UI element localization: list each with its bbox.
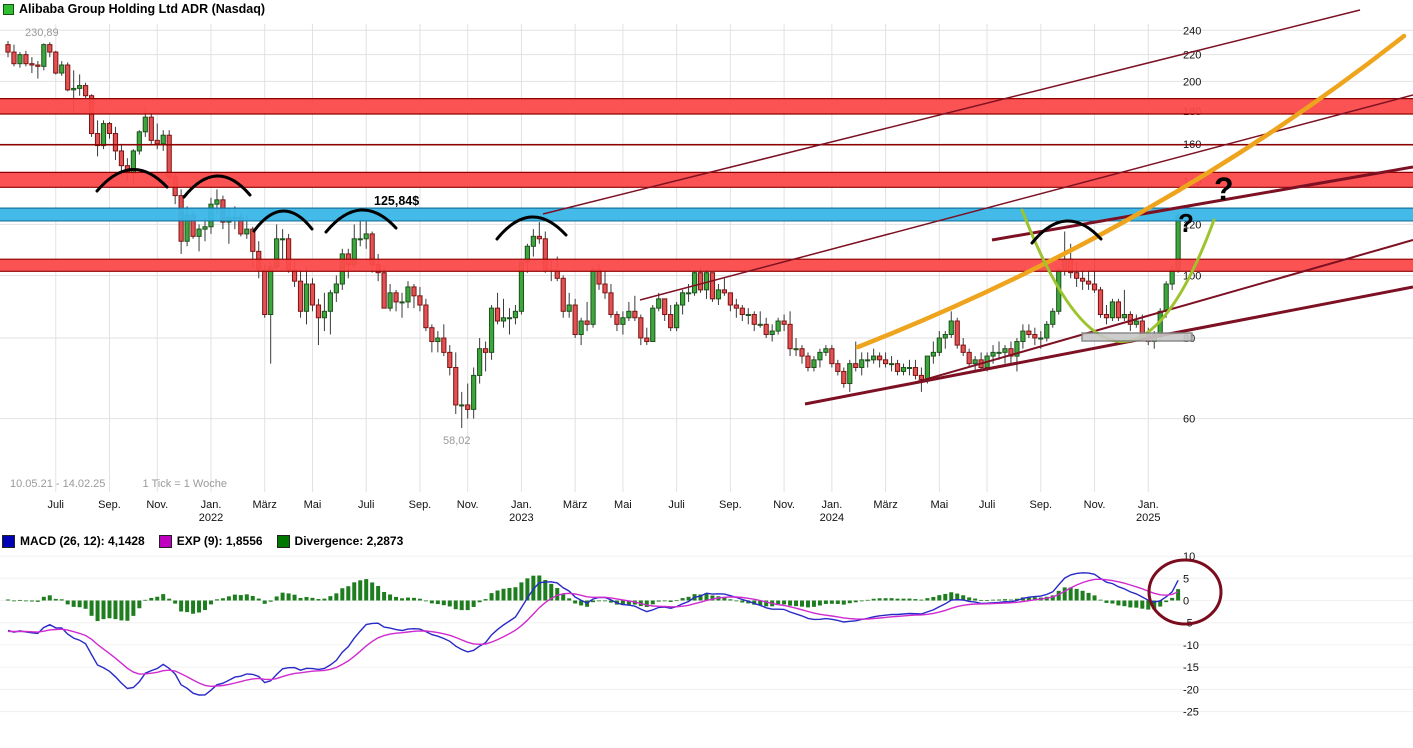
month-tick-label: Mai — [304, 499, 322, 511]
trend-lines — [542, 9, 1413, 406]
month-tick-label: Sep. — [409, 499, 432, 511]
macd-value-label: MACD (26, 12): 4,1428 — [20, 534, 145, 548]
year-tick-label: 2025 — [1136, 512, 1160, 524]
arc-annotation — [252, 209, 314, 233]
macd-axis-tick: -10 — [1183, 640, 1199, 652]
macd-legend-item: Divergence: 2,2873 — [276, 534, 404, 548]
price-grid — [0, 24, 1413, 492]
month-tick-label: Juli — [668, 499, 685, 511]
arc-annotation — [324, 208, 398, 234]
divergence-swatch — [276, 534, 290, 548]
arc-annotation — [1030, 219, 1103, 245]
tick-info-label: 1 Tick = 1 Woche — [142, 478, 227, 490]
month-tick-label: März — [873, 499, 897, 511]
instrument-icon — [3, 3, 14, 15]
price-axis-tick: 240 — [1183, 25, 1201, 37]
date-range-label: 10.05.21 - 14.02.25 — [10, 478, 106, 490]
month-tick-label: Juli — [48, 499, 65, 511]
price-point-label: 230,89 — [25, 27, 59, 39]
orange-trend-curve — [855, 33, 1407, 350]
candlesticks — [5, 40, 1181, 429]
arc-annotation — [182, 174, 252, 199]
month-tick-label: Sep. — [98, 499, 121, 511]
signal-line-swatch — [158, 534, 172, 548]
question-mark-annotation: ? — [1178, 208, 1194, 238]
macd-axis-tick: 0 — [1183, 596, 1189, 608]
month-tick-label: Juli — [358, 499, 375, 511]
macd-histogram — [6, 575, 1181, 622]
month-tick-label: Sep. — [1029, 499, 1052, 511]
year-tick-label: 2022 — [199, 512, 223, 524]
month-tick-label: Sep. — [719, 499, 742, 511]
price-levels — [0, 98, 1413, 272]
macd-circle-annotation — [1147, 558, 1223, 626]
macd-axis-tick: -20 — [1183, 684, 1199, 696]
chart-title-bar: Alibaba Group Holding Ltd ADR (Nasdaq) — [3, 2, 265, 16]
macd-axis-tick: -15 — [1183, 662, 1199, 674]
price-axis-tick: 60 — [1183, 414, 1195, 426]
price-axis-tick: 120 — [1183, 219, 1201, 231]
macd-line — [7, 572, 1179, 696]
macd-line-swatch — [2, 534, 15, 548]
divergence-value-label: Divergence: 2,2873 — [294, 534, 404, 548]
top-arc-annotations — [95, 168, 1103, 245]
price-point-label: 125,84$ — [374, 194, 419, 208]
question-mark-annotation: ? — [1214, 171, 1234, 207]
month-tick-label: Nov. — [146, 499, 168, 511]
month-tick-label: Mai — [930, 499, 948, 511]
chart-footer-note: 10.05.21 - 14.02.25 1 Tick = 1 Woche — [10, 478, 261, 490]
arc-annotation — [495, 215, 568, 241]
arc-annotation — [95, 168, 169, 193]
month-tick-label: Jan. — [1138, 499, 1159, 511]
month-tick-label: Jan. — [201, 499, 222, 511]
macd-axis-tick: -25 — [1183, 707, 1199, 719]
macd-grid — [0, 555, 1413, 713]
price-axis-tick: 200 — [1183, 76, 1201, 88]
month-tick-label: Mai — [614, 499, 632, 511]
year-tick-label: 2024 — [820, 512, 844, 524]
macd-axis-tick: 5 — [1183, 573, 1189, 585]
price-point-label: 58,02 — [443, 435, 471, 447]
month-tick-label: März — [563, 499, 587, 511]
macd-legend-item: MACD (26, 12): 4,1428 — [2, 534, 145, 548]
month-tick-label: Nov. — [457, 499, 479, 511]
month-tick-label: Juli — [979, 499, 996, 511]
price-chart-canvas: 2402202001801601401201008060230,8958,021… — [0, 9, 1413, 524]
year-tick-label: 2023 — [509, 512, 533, 524]
month-tick-label: März — [252, 499, 276, 511]
macd-legend: MACD (26, 12): 4,1428 EXP (9): 1,8556 Di… — [2, 534, 417, 548]
macd-legend-item: EXP (9): 1,8556 — [158, 534, 263, 548]
signal-value-label: EXP (9): 1,8556 — [176, 534, 263, 548]
signal-line — [7, 578, 1179, 688]
month-tick-label: Jan. — [821, 499, 842, 511]
page-title: Alibaba Group Holding Ltd ADR (Nasdaq) — [19, 2, 266, 16]
month-tick-label: Nov. — [1084, 499, 1106, 511]
gray-range-box — [1081, 332, 1193, 342]
price-point-labels: 230,89 58,02 125,84$?? — [25, 27, 1234, 447]
month-tick-label: Nov. — [773, 499, 795, 511]
month-tick-label: Jan. — [511, 499, 532, 511]
